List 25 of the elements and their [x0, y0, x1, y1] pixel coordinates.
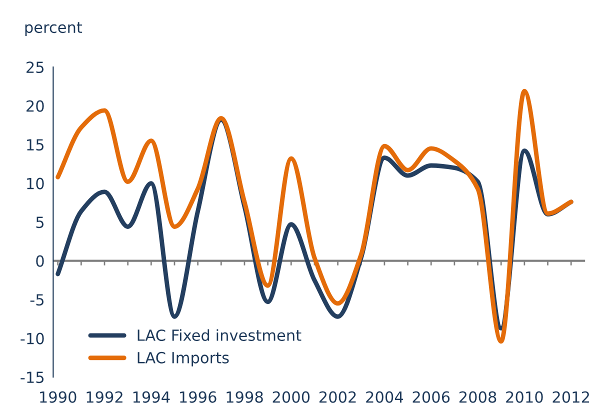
y-tick-label: 5 — [36, 216, 44, 228]
x-tick-label: 1998 — [226, 391, 263, 403]
y-tick-label: -10 — [20, 332, 44, 344]
x-tick-label: 1992 — [86, 391, 122, 403]
line-series — [56, 88, 574, 344]
x-tick-label: 2000 — [272, 391, 310, 403]
x-tick-label: 2004 — [366, 391, 404, 403]
x-tick-label: 2008 — [459, 391, 496, 403]
y-tick-label: 10 — [27, 178, 44, 190]
y-tick-label: 25 — [26, 62, 44, 74]
y-tick-label: 20 — [26, 100, 44, 112]
y-tick-label: -5 — [30, 294, 44, 306]
y-tick-label: 15 — [27, 139, 44, 151]
x-tick-label: 2002 — [319, 391, 356, 403]
x-tick-label: 1994 — [133, 391, 170, 403]
y-tick-label: -15 — [20, 372, 44, 384]
x-tick-label: 1990 — [40, 391, 76, 403]
legend-label: LAC Fixed investment — [138, 329, 302, 342]
x-tick-label: 2010 — [506, 391, 543, 403]
y-axis-title: percent — [25, 22, 82, 36]
legend-label: LAC Imports — [138, 352, 229, 366]
x-tick-label: 2006 — [412, 391, 450, 403]
x-tick-label: 2012 — [552, 391, 590, 403]
y-tick-label: 0 — [36, 255, 44, 267]
x-tick-label: 1996 — [180, 391, 216, 403]
